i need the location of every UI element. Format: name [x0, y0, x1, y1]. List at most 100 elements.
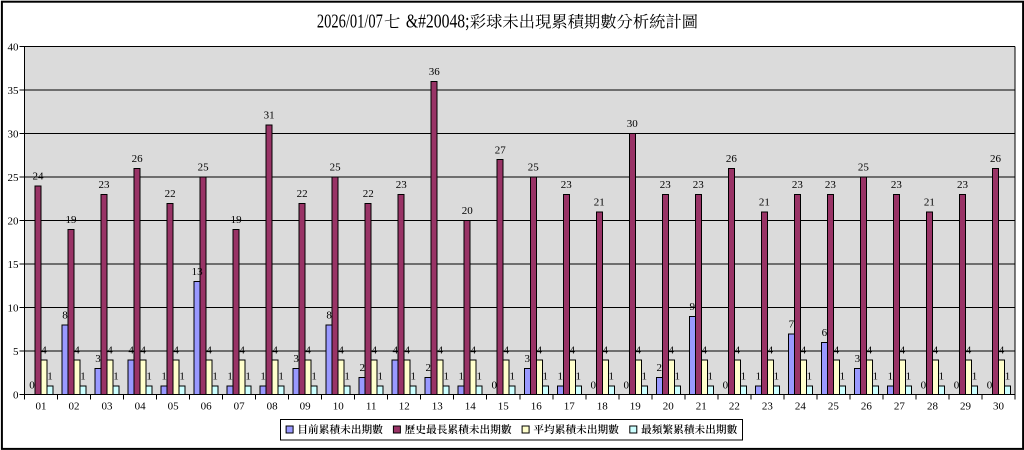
svg-text:1: 1 — [542, 371, 548, 383]
svg-text:1: 1 — [476, 371, 482, 383]
svg-text:1: 1 — [741, 371, 747, 383]
svg-text:19: 19 — [231, 214, 243, 226]
svg-text:23: 23 — [693, 179, 705, 191]
svg-text:3: 3 — [524, 353, 530, 365]
svg-text:0: 0 — [13, 389, 19, 401]
svg-text:1: 1 — [807, 371, 813, 383]
svg-text:1: 1 — [888, 371, 894, 383]
svg-text:6: 6 — [822, 327, 828, 339]
svg-text:30: 30 — [8, 128, 20, 140]
svg-text:4: 4 — [41, 345, 47, 357]
svg-text:4: 4 — [735, 345, 741, 357]
svg-text:23: 23 — [660, 179, 672, 191]
svg-text:4: 4 — [107, 345, 113, 357]
svg-text:4: 4 — [834, 345, 840, 357]
svg-text:11: 11 — [366, 400, 377, 412]
svg-text:4: 4 — [128, 345, 134, 357]
svg-text:25: 25 — [330, 162, 342, 174]
svg-text:4: 4 — [999, 345, 1005, 357]
svg-text:26: 26 — [990, 153, 1002, 165]
svg-text:1: 1 — [245, 371, 251, 383]
svg-text:1: 1 — [873, 371, 879, 383]
svg-text:18: 18 — [597, 400, 609, 412]
svg-text:1: 1 — [675, 371, 681, 383]
svg-text:07: 07 — [234, 400, 246, 412]
svg-text:1: 1 — [642, 371, 648, 383]
svg-text:4: 4 — [437, 345, 443, 357]
svg-text:20: 20 — [8, 215, 20, 227]
svg-text:1: 1 — [47, 371, 53, 383]
svg-text:08: 08 — [267, 400, 279, 412]
svg-text:22: 22 — [297, 188, 308, 200]
svg-text:29: 29 — [960, 400, 972, 412]
svg-text:21: 21 — [759, 197, 770, 209]
svg-text:1: 1 — [212, 371, 218, 383]
svg-text:4: 4 — [173, 345, 179, 357]
svg-text:13: 13 — [192, 266, 204, 278]
svg-text:10: 10 — [8, 302, 20, 314]
svg-text:1: 1 — [161, 371, 167, 383]
svg-text:4: 4 — [74, 345, 80, 357]
svg-text:23: 23 — [957, 179, 969, 191]
svg-text:20: 20 — [462, 205, 474, 217]
svg-text:1: 1 — [576, 371, 582, 383]
svg-text:26: 26 — [132, 153, 144, 165]
svg-text:2: 2 — [425, 362, 431, 374]
svg-text:15: 15 — [498, 400, 510, 412]
svg-text:4: 4 — [570, 345, 576, 357]
svg-text:7: 7 — [789, 318, 795, 330]
svg-text:1: 1 — [756, 371, 762, 383]
svg-text:19: 19 — [630, 400, 642, 412]
svg-text:4: 4 — [536, 345, 542, 357]
svg-text:4: 4 — [338, 345, 344, 357]
svg-text:4: 4 — [966, 345, 972, 357]
svg-text:1: 1 — [939, 371, 945, 383]
svg-text:4: 4 — [503, 345, 509, 357]
svg-text:40: 40 — [8, 41, 20, 53]
svg-text:23: 23 — [792, 179, 804, 191]
svg-text:4: 4 — [305, 345, 311, 357]
svg-text:2: 2 — [359, 362, 365, 374]
svg-text:1: 1 — [774, 371, 780, 383]
svg-text:2026/01/07: 2026/01/07 — [317, 10, 383, 32]
svg-text:4: 4 — [768, 345, 774, 357]
svg-text:0: 0 — [954, 379, 960, 391]
svg-text:1: 1 — [344, 371, 350, 383]
svg-text:4: 4 — [867, 345, 873, 357]
svg-text:8: 8 — [326, 310, 332, 322]
svg-text:1: 1 — [278, 371, 284, 383]
svg-text:13: 13 — [432, 400, 444, 412]
svg-text:25: 25 — [8, 172, 20, 184]
svg-text:4: 4 — [801, 345, 807, 357]
svg-text:1: 1 — [227, 371, 233, 383]
svg-text:1: 1 — [1005, 371, 1011, 383]
svg-text:0: 0 — [723, 379, 729, 391]
svg-text:23: 23 — [396, 179, 408, 191]
svg-text:&#20048;: &#20048; — [406, 10, 470, 32]
svg-text:25: 25 — [828, 400, 840, 412]
svg-text:1: 1 — [80, 371, 86, 383]
svg-text:1: 1 — [311, 371, 317, 383]
svg-text:05: 05 — [168, 400, 180, 412]
svg-text:1: 1 — [410, 371, 416, 383]
svg-text:36: 36 — [429, 66, 441, 78]
svg-text:4: 4 — [470, 345, 476, 357]
svg-text:4: 4 — [206, 345, 212, 357]
svg-text:1: 1 — [509, 371, 515, 383]
svg-text:1: 1 — [260, 371, 266, 383]
svg-text:30: 30 — [627, 118, 639, 130]
svg-text:15: 15 — [8, 259, 20, 271]
svg-text:22: 22 — [363, 188, 374, 200]
svg-text:26: 26 — [861, 400, 873, 412]
svg-text:02: 02 — [69, 400, 80, 412]
svg-text:16: 16 — [531, 400, 543, 412]
svg-text:4: 4 — [392, 345, 398, 357]
svg-text:25: 25 — [528, 162, 540, 174]
svg-text:4: 4 — [404, 345, 410, 357]
svg-text:4: 4 — [603, 345, 609, 357]
svg-text:5: 5 — [13, 346, 19, 358]
svg-text:23: 23 — [825, 179, 837, 191]
svg-text:24: 24 — [795, 400, 807, 412]
svg-text:4: 4 — [669, 345, 675, 357]
svg-text:1: 1 — [906, 371, 912, 383]
